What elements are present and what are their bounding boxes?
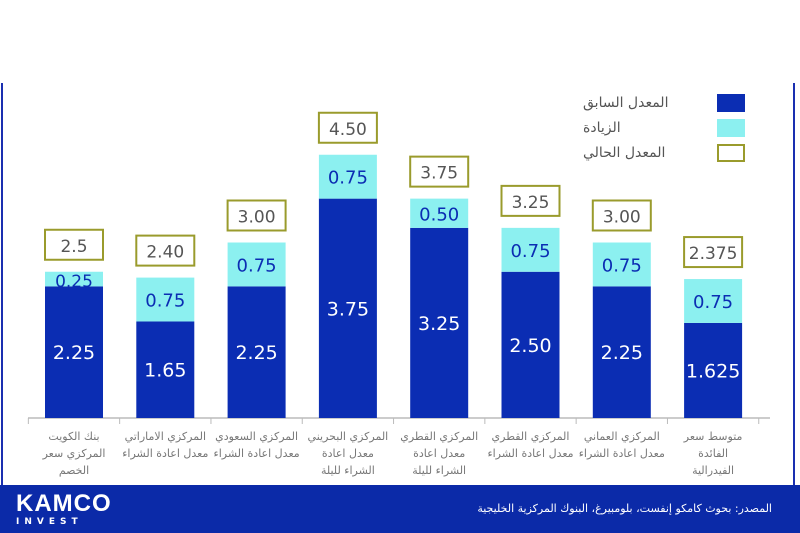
x-tick-label: الشراء لليلة: [412, 464, 466, 477]
x-tick-label: المركزي سعر: [42, 447, 106, 460]
bar-previous-rate: [227, 286, 286, 418]
label-increase: 0.75: [510, 241, 550, 262]
bar-previous-rate: [501, 271, 560, 418]
kamco-logo: KAMCO INVEST: [16, 490, 112, 528]
bar-increase: [592, 242, 651, 287]
logo-main: KAMCO: [16, 490, 112, 517]
label-current-rate: 2.5: [60, 237, 87, 257]
current-rate-box: [226, 199, 287, 232]
stacked-bar-chart: 2.25 0.25 2.5 بنك الكويت المركزي سعر الخصم 1.6…: [27, 111, 770, 477]
x-tick-label: معدل اعادة الشراء: [122, 447, 208, 460]
x-tick-label: معدل اعادة الشراء: [214, 447, 300, 460]
bar-increase: [684, 279, 743, 323]
x-tick-label: الفائدة: [698, 447, 728, 460]
current-rate-box: [409, 155, 470, 188]
label-previous-rate: 2.25: [235, 342, 277, 364]
label-current-rate: 2.375: [689, 244, 738, 264]
label-increase: 0.50: [419, 204, 459, 225]
legend-item-current: المعدل الحالي: [583, 140, 745, 165]
label-increase: 0.25: [55, 272, 93, 292]
bar-increase: [410, 198, 469, 228]
bar-previous-rate: [410, 227, 469, 418]
label-increase: 0.75: [237, 255, 277, 276]
label-current-rate: 2.40: [146, 243, 184, 263]
bar-previous-rate: [684, 322, 743, 418]
label-increase: 0.75: [602, 255, 642, 276]
bar-increase: [45, 271, 103, 287]
current-rate-box: [44, 228, 104, 261]
label-previous-rate: 2.25: [53, 342, 95, 364]
x-tick-label: المركزي الاماراتي: [125, 430, 206, 443]
x-tick-label: الشراء لليلة: [321, 464, 375, 477]
legend: المعدل السابق الزيادة المعدل الحالي: [583, 90, 745, 165]
bar-increase: [227, 242, 286, 287]
x-tick-label: المركزي القطري: [492, 430, 570, 443]
x-tick-label: الفيدرالية: [692, 464, 734, 477]
label-increase: 0.75: [145, 291, 185, 312]
label-current-rate: 4.50: [329, 120, 367, 140]
label-current-rate: 3.00: [238, 208, 276, 228]
x-tick-label: المركزي القطري: [400, 430, 478, 443]
label-previous-rate: 1.625: [686, 360, 740, 382]
current-rate-box: [683, 236, 744, 269]
x-tick-label: بنك الكويت: [48, 430, 99, 443]
legend-label: المعدل الحالي: [583, 144, 666, 161]
x-tick-label: المركزي العماني: [584, 430, 660, 443]
x-tick-label: المركزي السعودي: [215, 430, 298, 443]
legend-swatch-previous: [717, 93, 745, 112]
current-rate-box: [317, 111, 378, 144]
bar-previous-rate: [136, 321, 195, 418]
label-previous-rate: 2.50: [509, 335, 551, 357]
legend-swatch-increase: [717, 118, 745, 137]
current-rate-box: [500, 184, 561, 217]
x-tick-label: معدل اعادة: [413, 447, 465, 460]
x-tick-label: المركزي البحريني: [308, 430, 389, 443]
logo-sub: INVEST: [16, 517, 83, 527]
bar-increase: [501, 227, 560, 272]
bar-previous-rate: [318, 198, 377, 418]
label-increase: 0.75: [693, 292, 733, 313]
current-rate-box: [135, 234, 196, 267]
legend-swatch-current: [717, 143, 745, 162]
x-tick-label: معدل اعادة الشراء: [579, 447, 665, 460]
label-current-rate: 3.75: [420, 164, 458, 184]
legend-label: المعدل السابق: [583, 94, 669, 111]
bar-increase: [318, 154, 377, 199]
x-tick-label: معدل اعادة الشراء: [487, 447, 573, 460]
legend-item-increase: الزيادة: [583, 115, 745, 140]
bar-previous-rate: [592, 286, 651, 418]
legend-label: الزيادة: [583, 119, 621, 136]
x-tick-label: معدل اعادة: [322, 447, 374, 460]
legend-item-previous: المعدل السابق: [583, 90, 745, 115]
chart-frame: [1, 83, 795, 485]
source-note: المصدر: بحوث كامكو إنفست، بلومبيرغ، البن…: [477, 502, 772, 515]
x-tick-label: متوسط سعر: [683, 430, 743, 443]
label-previous-rate: 3.25: [418, 313, 460, 335]
x-tick-label: الخصم: [59, 464, 89, 477]
label-current-rate: 3.00: [603, 208, 641, 228]
label-current-rate: 3.25: [512, 193, 550, 213]
label-increase: 0.75: [328, 168, 368, 189]
label-previous-rate: 2.25: [601, 342, 643, 364]
footer: KAMCO INVEST المصدر: بحوث كامكو إنفست، ب…: [0, 485, 800, 533]
current-rate-box: [591, 199, 652, 232]
bar-increase: [136, 277, 195, 322]
label-previous-rate: 3.75: [327, 298, 369, 320]
bar-previous-rate: [45, 286, 103, 418]
label-previous-rate: 1.65: [144, 360, 186, 382]
